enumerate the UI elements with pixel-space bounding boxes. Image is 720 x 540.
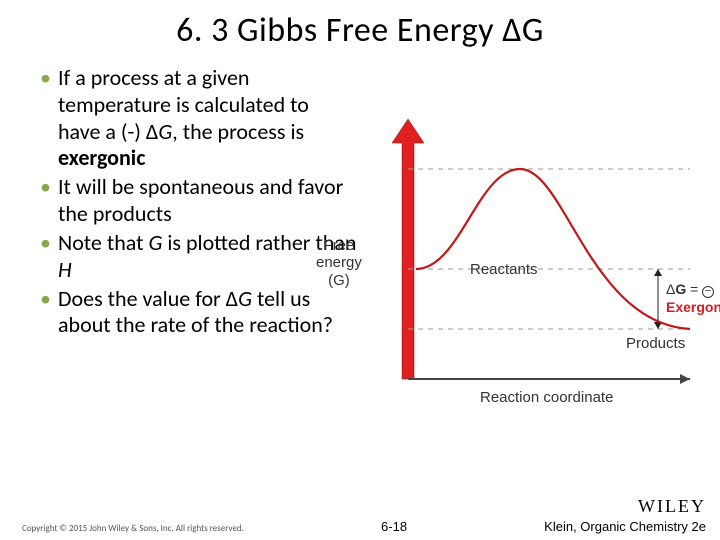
page-number: 6-18	[381, 519, 407, 534]
reactants-label: Reactants	[470, 261, 538, 278]
bullet-item: Does the value for ΔG tell us about the …	[40, 286, 360, 340]
wiley-logo: WILEY	[638, 496, 706, 516]
chart-area: Free energy (G) Reaction coordinate Reac…	[360, 65, 696, 423]
y-axis-label: Free energy (G)	[316, 237, 362, 289]
copyright-text: Copyright © 2015 John Wiley & Sons, Inc.…	[22, 523, 244, 534]
bullet-item: If a process at a given temperature is c…	[40, 65, 347, 172]
energy-diagram: Free energy (G) Reaction coordinate Reac…	[360, 113, 720, 423]
delta-g-label: ΔG = −	[666, 281, 714, 298]
products-label: Products	[626, 335, 685, 352]
chart-svg	[360, 113, 720, 413]
book-reference: Klein, Organic Chemistry 2e	[544, 519, 706, 534]
bullet-list: If a process at a given temperature is c…	[24, 65, 360, 423]
slide-title: 6. 3 Gibbs Free Energy ΔG	[24, 10, 696, 51]
x-axis-label: Reaction coordinate	[480, 389, 613, 406]
bullet-item: Note that G is plotted rather than H	[40, 230, 360, 284]
bullet-item: It will be spontaneous and favor the pro…	[40, 174, 360, 228]
content-row: If a process at a given temperature is c…	[24, 65, 696, 423]
brand-block: WILEY Klein, Organic Chemistry 2e	[544, 496, 706, 534]
exergonic-label: Exergonic	[666, 299, 720, 315]
footer: Copyright © 2015 John Wiley & Sons, Inc.…	[0, 496, 720, 534]
